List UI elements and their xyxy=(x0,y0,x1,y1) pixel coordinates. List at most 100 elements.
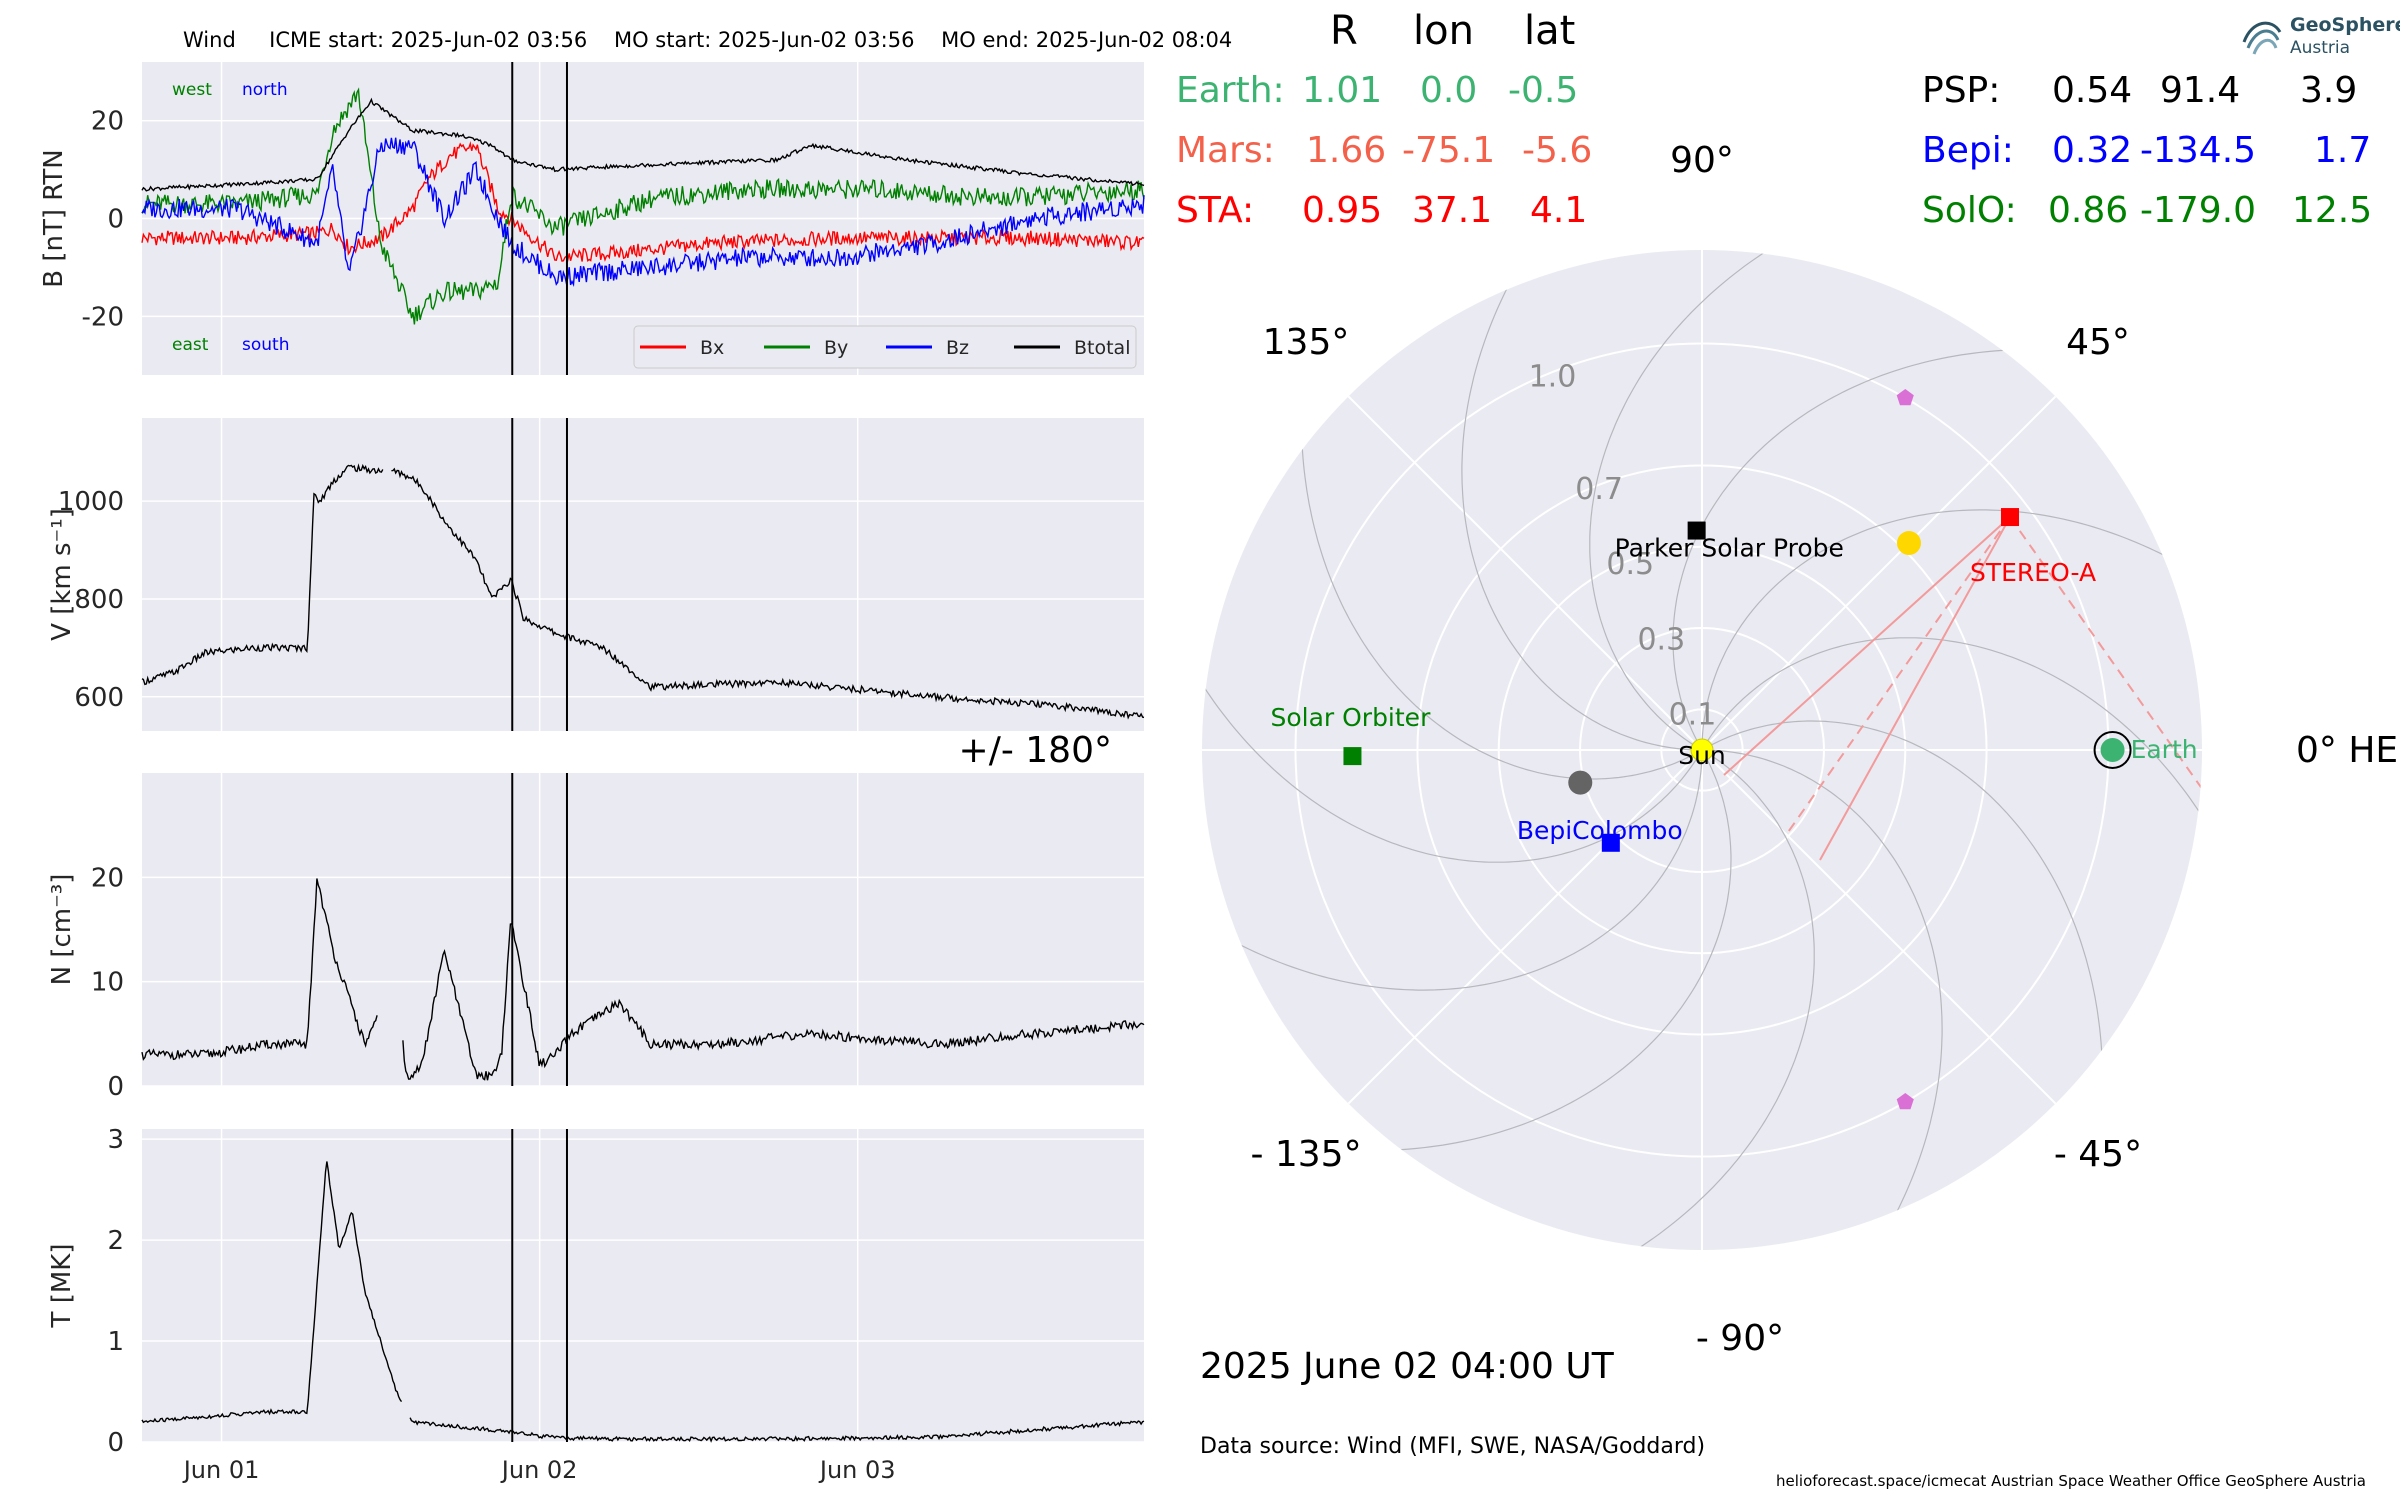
table-row-earth: Earth: xyxy=(1176,70,1285,111)
y-axis-label: T [MK] xyxy=(47,1244,77,1329)
fov-line xyxy=(1723,516,2011,776)
row-name: Mars: xyxy=(1176,130,1275,171)
row-name: SolO: xyxy=(1922,190,2017,231)
table-row-solo: SolO: xyxy=(1922,190,2017,231)
parker-spiral-line xyxy=(1701,637,2202,845)
series-line-speed xyxy=(141,463,1145,720)
angular-grid-line xyxy=(1347,395,1703,751)
parker-spiral-line xyxy=(1702,749,1943,1245)
polar-plot: 0.1 0.3 0.5 0.7 1.0 90° 45° 0° HEEQ - 45° - 90° - … xyxy=(959,140,2400,1359)
table-header-lat: lat xyxy=(1524,8,1576,54)
y-tick-label: 20 xyxy=(91,107,124,137)
series-line-density xyxy=(141,878,1145,1081)
row-lon: -75.1 xyxy=(1402,130,1496,171)
y-tick-label: 0 xyxy=(107,1428,124,1458)
y-tick-label: 1 xyxy=(107,1327,124,1357)
legend-label: Bx xyxy=(700,337,724,359)
y-axis-label: V [km s⁻¹] xyxy=(47,508,77,641)
row-r: 1.01 xyxy=(1302,70,1383,111)
marker-l4 xyxy=(1896,389,1914,406)
parker-spiral-line xyxy=(1672,348,2042,751)
angle-label: 135° xyxy=(1263,322,1350,363)
geosphere-logo: GeoSphere Austria xyxy=(2238,12,2400,62)
angle-label: - 90° xyxy=(1696,1318,1784,1359)
legend: Bx By Bz Btotal xyxy=(633,325,1137,369)
parker-spiral-line xyxy=(1300,410,1703,780)
x-tick-label: Jun 03 xyxy=(818,1456,896,1484)
legend-label: Btotal xyxy=(1074,337,1130,359)
angle-label: 0° HEEQ xyxy=(2296,730,2400,771)
angle-label: - 45° xyxy=(2054,1134,2142,1175)
marker-l5 xyxy=(1896,1093,1914,1110)
logo-line2: Austria xyxy=(2290,38,2351,58)
row-name: STA: xyxy=(1176,190,1255,231)
radial-tick-label: 0.5 xyxy=(1606,547,1654,582)
y-tick-label: 800 xyxy=(74,585,124,615)
parker-spirals xyxy=(1202,250,2202,1250)
angle-label: 90° xyxy=(1670,140,1734,181)
header-mo-end: MO end: 2025-Jun-02 08:04 xyxy=(941,28,1233,52)
radial-tick-label: 0.1 xyxy=(1669,697,1717,732)
radial-tick-label: 0.3 xyxy=(1637,622,1685,657)
marker-parker-solar-probe xyxy=(1687,521,1706,540)
series-line-By xyxy=(141,87,1145,325)
row-r: 0.95 xyxy=(1302,190,1383,231)
y-tick-label: 0 xyxy=(107,1072,124,1102)
point-label: STEREO-A xyxy=(1970,558,2096,587)
point-label: Sun xyxy=(1678,741,1726,770)
parker-spiral-line xyxy=(1701,720,2104,1090)
series-line-Bx xyxy=(141,140,1145,263)
y-tick-label: 600 xyxy=(74,683,124,713)
fov-line-dashed xyxy=(1785,516,2011,836)
point-label: Solar Orbiter xyxy=(1270,703,1431,732)
table-row-bepi: Bepi: xyxy=(1922,130,2014,171)
y-tick-label: 10 xyxy=(91,968,124,998)
series-line-Btotal xyxy=(141,97,1145,192)
header-spacecraft: Wind xyxy=(183,28,236,52)
parker-spiral-line xyxy=(1461,255,1702,751)
legend-label: Bz xyxy=(946,337,969,359)
row-lat: 4.1 xyxy=(1530,190,1588,231)
geosphere-logo-icon xyxy=(2242,21,2282,55)
table-header-r: R xyxy=(1330,8,1358,54)
parker-spiral-line xyxy=(1207,750,1703,991)
radial-tick-label: 1.0 xyxy=(1529,359,1577,394)
marker-earth xyxy=(2100,738,2125,762)
table-row-sta: STA: xyxy=(1176,190,1254,231)
marker-bepicolombo xyxy=(1601,833,1620,852)
angular-grid-line xyxy=(1701,395,2057,751)
y-tick-label: -20 xyxy=(82,302,124,332)
series-line-Bz xyxy=(141,137,1145,287)
y-tick-label: 20 xyxy=(91,863,124,893)
table-row-psp: PSP: xyxy=(1922,70,2000,111)
row-lon: 91.4 xyxy=(2160,70,2241,111)
angle-label: - 135° xyxy=(1250,1134,1361,1175)
y-tick-label: 1000 xyxy=(58,487,124,517)
earth-ring xyxy=(2093,731,2132,769)
angular-grid-line xyxy=(1347,749,1703,1105)
table-row-mars: Mars: xyxy=(1176,130,1275,171)
row-r: 1.66 xyxy=(1306,130,1387,171)
marker-solar-orbiter xyxy=(1343,747,1362,766)
annotation-west: west xyxy=(172,80,212,100)
parker-spiral-line xyxy=(1202,655,1703,863)
y-tick-label: 0 xyxy=(107,205,124,235)
point-label: Earth xyxy=(2131,735,2198,764)
row-lat: 12.5 xyxy=(2292,190,2373,231)
stereo-a-fov xyxy=(1723,516,2202,861)
row-lon: -179.0 xyxy=(2140,190,2257,231)
angle-label: +/- 180° xyxy=(959,730,1112,771)
row-name: Bepi: xyxy=(1922,130,2014,171)
y-tick-label: 3 xyxy=(107,1125,124,1155)
header-mo-start: MO start: 2025-Jun-02 03:56 xyxy=(613,28,915,52)
y-axis-label: B [nT] RTN xyxy=(39,149,69,288)
header-icme-start: ICME start: 2025-Jun-02 03:56 xyxy=(269,28,588,52)
annotation-north: north xyxy=(242,80,288,100)
parker-spiral-line xyxy=(1589,250,1797,751)
marker-stereo-a xyxy=(2001,508,2020,527)
row-lat: 3.9 xyxy=(2300,70,2358,111)
panel-density: 0 10 20 N [cm⁻³] xyxy=(47,773,1145,1102)
